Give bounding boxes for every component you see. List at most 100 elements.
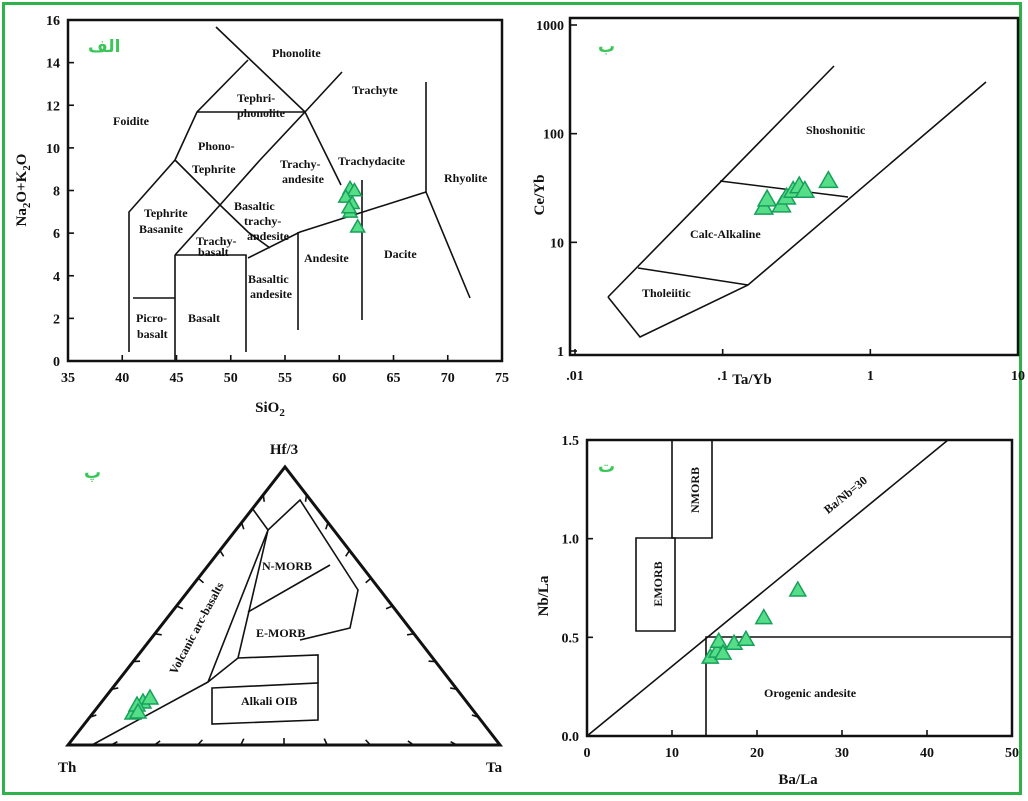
ternary-ticks: [89, 494, 479, 746]
tas-x-tick-label: 65: [387, 371, 401, 386]
ceyb-y-axis-label: Ce/Yb: [532, 175, 548, 216]
tas-field-rhyolite: Rhyolite: [444, 171, 488, 185]
bala-x-tick-label: 10: [665, 746, 679, 761]
ternary-tick: [450, 740, 458, 746]
ternary-tick: [154, 633, 162, 636]
tas-y-tick-label: 6: [53, 227, 60, 242]
bala-samples: [700, 580, 808, 664]
bala-sample-point: [709, 631, 729, 649]
ternary-tick: [407, 740, 415, 746]
bala-ratio-line: [586, 439, 949, 737]
bala-x-tick-label: 20: [750, 746, 764, 761]
ternary-field-lines: [91, 498, 359, 746]
tas-y-tick-label: 12: [46, 99, 60, 114]
tas-x-tick-label: 70: [441, 371, 455, 386]
bala-y-axis-label: Nb/La: [536, 575, 552, 616]
bala-x-tick-label: 30: [835, 746, 849, 761]
tas-field-andesite: Andesite: [304, 251, 349, 265]
bala-emorb-box: [635, 537, 676, 632]
bala-field-nmorb: NMORB: [688, 467, 702, 513]
tas-y-tick-label: 4: [53, 270, 60, 285]
ceyb-x-axis-label: Ta/Yb: [732, 372, 771, 388]
tas-samples: [337, 179, 366, 233]
tas-y-tick-label: 2: [53, 312, 60, 327]
ternary-tick: [385, 605, 393, 610]
tas-field-trachy3: Trachy-: [196, 234, 236, 248]
bala-y-tick-label: 1.5: [562, 434, 580, 449]
tas-field-basaltic: Basaltic: [234, 199, 275, 213]
tas-field-basalt: Basalt: [188, 311, 220, 325]
ceyb-boundary: [637, 267, 749, 286]
ceyb-boundary: [607, 81, 987, 338]
tas-y-tick-label: 10: [46, 142, 60, 157]
tas-field-labels: Phonolite Trachyte Tephri- phonolite Foi…: [113, 46, 488, 341]
bala-y-tick-label: 1.0: [562, 533, 580, 548]
tas-field-andesite-t: andesite: [282, 172, 325, 186]
tas-sample-point: [349, 218, 366, 233]
ternary-tick: [323, 738, 328, 746]
tas-y-axis-label: Na2O+K2O: [14, 154, 33, 227]
tas-x-tick-label: 40: [115, 371, 129, 386]
bala-panel-letter: ت: [598, 457, 615, 477]
bala-sample-point: [754, 608, 774, 625]
tas-ticks: 35 40 45 50 55 60 65 70 75 0 2 4 6 8 10 12 14 16: [46, 14, 509, 386]
ternary-tick: [325, 522, 329, 530]
tas-panel-letter: الف: [88, 37, 120, 57]
ceyb-ticks: .01 .1 1 10 1 10 100 1000: [536, 19, 1025, 384]
tas-field-tephrite2: Tephrite: [144, 206, 188, 220]
ternary-panel-letter: پ: [84, 463, 101, 483]
tas-field-foidite: Foidite: [113, 114, 150, 128]
ternary-tick: [111, 687, 119, 691]
ternary-tick: [240, 522, 245, 530]
tas-sample-point: [346, 181, 363, 197]
ternary-field-volcanic-arc: Volcanic arc-basalts: [166, 579, 227, 676]
ceyb-plot-frame: [568, 16, 1020, 357]
tas-field-picro: Picro-: [136, 311, 167, 325]
tas-sample-point: [340, 199, 358, 214]
ternary-boundary: [237, 498, 359, 659]
tas-field-phono: Phono-: [198, 139, 235, 153]
ceyb-field-tholeiitic: Tholeiitic: [642, 286, 691, 300]
ternary-tick: [197, 739, 203, 746]
ternary-boundary: [91, 507, 269, 746]
ternary-apex-right: Ta: [486, 760, 503, 776]
ceyb-sample-point: [818, 170, 839, 189]
ternary-tick: [471, 714, 479, 718]
ceyb-y-tick-label: 1: [557, 345, 564, 360]
bala-x-tick-label: 0: [584, 746, 591, 761]
ternary-tick: [406, 633, 415, 636]
tas-x-tick-label: 75: [495, 371, 509, 386]
tas-sample-point: [337, 188, 355, 203]
bala-ticks: 0 10 20 30 40 50 0.0 0.5 1.0 1.5: [562, 434, 1020, 761]
ceyb-field-calc-alkaline: Calc-Alkaline: [690, 227, 761, 241]
ternary-boundary: [207, 654, 319, 683]
tas-boundary: [215, 26, 343, 114]
ternary-tick: [449, 687, 458, 691]
ternary-tick: [176, 605, 184, 610]
ceyb-panel: ب .01 .1 1 10 1 10 100 1000 Ta/Yb Ce/Yb Shoshon…: [532, 16, 1025, 388]
ceyb-y-tick-label: 1000: [536, 19, 564, 34]
bala-x-tick-label: 50: [1005, 746, 1019, 761]
ternary-tick: [240, 738, 245, 746]
tas-y-tick-label: 16: [46, 14, 60, 29]
bala-nmorb-box: [671, 440, 713, 539]
ceyb-sample-point: [756, 188, 778, 207]
tas-y-tick-label: 8: [53, 185, 60, 200]
ternary-field-nmorb: N-MORB: [262, 559, 312, 573]
ternary-boundary: [247, 564, 331, 613]
ternary-field-alkali-oib: Alkali OIB: [241, 694, 297, 708]
bala-x-axis-label: Ba/La: [778, 772, 818, 788]
tas-y-tick-label: 14: [46, 57, 60, 72]
ternary-panel: پ Hf/3 Th Ta N-MORB E-MORB Alkali OIB Vo…: [58, 442, 504, 776]
tas-field-andesite2: andesite: [250, 287, 293, 301]
bala-x-tick-label: 40: [920, 746, 934, 761]
tas-plot-frame: [66, 18, 504, 363]
ceyb-sample-point: [794, 179, 816, 198]
tas-boundary: [247, 191, 471, 299]
bala-plot-frame: [585, 438, 1014, 738]
tas-field-basanite: Basanite: [139, 222, 184, 236]
tas-field-basaltic2: Basaltic: [248, 272, 289, 286]
ceyb-field-lines: [607, 65, 987, 338]
tas-panel: الف 35 40 45 50 55 60 65 70 75 0 2 4 6 8 10 12 14 16 SiO2…: [14, 14, 509, 419]
